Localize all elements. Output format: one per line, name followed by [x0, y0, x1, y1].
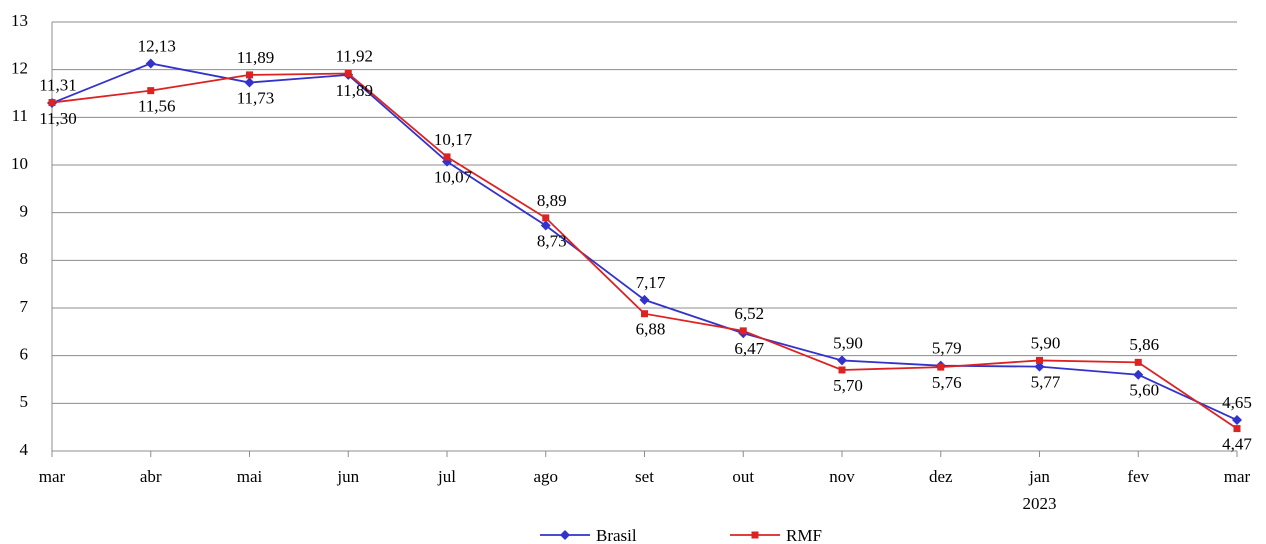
y-tick-label: 4 — [20, 440, 29, 459]
marker — [48, 99, 56, 107]
marker — [937, 363, 945, 371]
y-tick-label: 6 — [20, 345, 29, 364]
value-label: 6,47 — [734, 339, 764, 358]
y-tick-label: 13 — [11, 11, 28, 30]
marker — [1232, 415, 1242, 426]
marker — [739, 327, 747, 335]
marker — [560, 530, 570, 540]
marker — [540, 220, 551, 231]
value-label: 11,92 — [335, 46, 373, 65]
x-tick-label: jun — [336, 467, 359, 486]
legend-label: RMF — [786, 526, 822, 544]
value-label: 11,89 — [335, 81, 373, 100]
legend-label: Brasil — [596, 526, 637, 544]
x-tick-label: set — [635, 467, 654, 486]
value-label: 5,90 — [833, 333, 863, 352]
value-label: 5,60 — [1129, 381, 1159, 400]
marker — [443, 153, 451, 161]
value-label: 5,79 — [932, 339, 962, 358]
value-label: 11,73 — [237, 88, 275, 107]
marker — [147, 87, 155, 95]
x-tick-label: abr — [140, 467, 162, 486]
x-tick-label: dez — [929, 467, 953, 486]
marker — [641, 310, 648, 318]
value-label: 7,17 — [636, 273, 666, 292]
marker — [837, 355, 847, 366]
marker — [1034, 361, 1045, 372]
year-label: 2023 — [1023, 494, 1057, 513]
y-tick-label: 7 — [20, 297, 29, 316]
value-label: 8,73 — [537, 231, 567, 250]
value-label: 12,13 — [138, 36, 176, 55]
marker — [344, 69, 352, 77]
marker — [145, 58, 156, 69]
value-label: 11,31 — [39, 75, 77, 94]
marker — [1233, 425, 1241, 433]
x-tick-label: fev — [1127, 467, 1149, 486]
y-tick-label: 10 — [11, 154, 28, 173]
marker — [1134, 358, 1142, 366]
value-label: 10,07 — [434, 168, 473, 187]
value-label: 5,76 — [932, 373, 962, 392]
x-tick-label: out — [732, 467, 754, 486]
marker — [838, 366, 846, 374]
marker — [542, 214, 550, 222]
y-tick-label: 12 — [11, 59, 28, 78]
value-label: 6,88 — [636, 320, 666, 339]
y-tick-label: 11 — [12, 106, 28, 125]
marker — [639, 294, 650, 305]
value-label: 5,70 — [833, 376, 863, 395]
y-tick-label: 8 — [20, 249, 29, 268]
marker — [1133, 369, 1144, 380]
value-label: 5,90 — [1031, 333, 1061, 352]
marker — [246, 71, 253, 79]
value-label: 11,56 — [138, 97, 176, 116]
value-label: 4,65 — [1222, 393, 1252, 412]
value-label: 10,17 — [434, 130, 473, 149]
y-tick-label: 9 — [20, 202, 29, 221]
value-label: 11,89 — [237, 48, 275, 67]
value-label: 5,77 — [1031, 373, 1061, 392]
value-label: 5,86 — [1129, 335, 1159, 354]
x-tick-label: mai — [237, 467, 263, 486]
marker — [1036, 356, 1043, 364]
value-label: 8,89 — [537, 191, 567, 210]
value-label: 11,30 — [39, 109, 77, 128]
y-tick-label: 5 — [20, 392, 29, 411]
x-tick-label: jul — [437, 467, 456, 486]
x-tick-label: nov — [829, 467, 855, 486]
marker — [751, 531, 759, 539]
x-tick-label: mar — [39, 467, 66, 486]
x-tick-label: ago — [533, 467, 558, 486]
marker — [244, 77, 255, 88]
x-tick-label: mar — [1224, 467, 1251, 486]
value-label: 6,52 — [734, 304, 764, 323]
value-label: 4,47 — [1222, 435, 1252, 454]
x-tick-label: jan — [1028, 467, 1050, 486]
